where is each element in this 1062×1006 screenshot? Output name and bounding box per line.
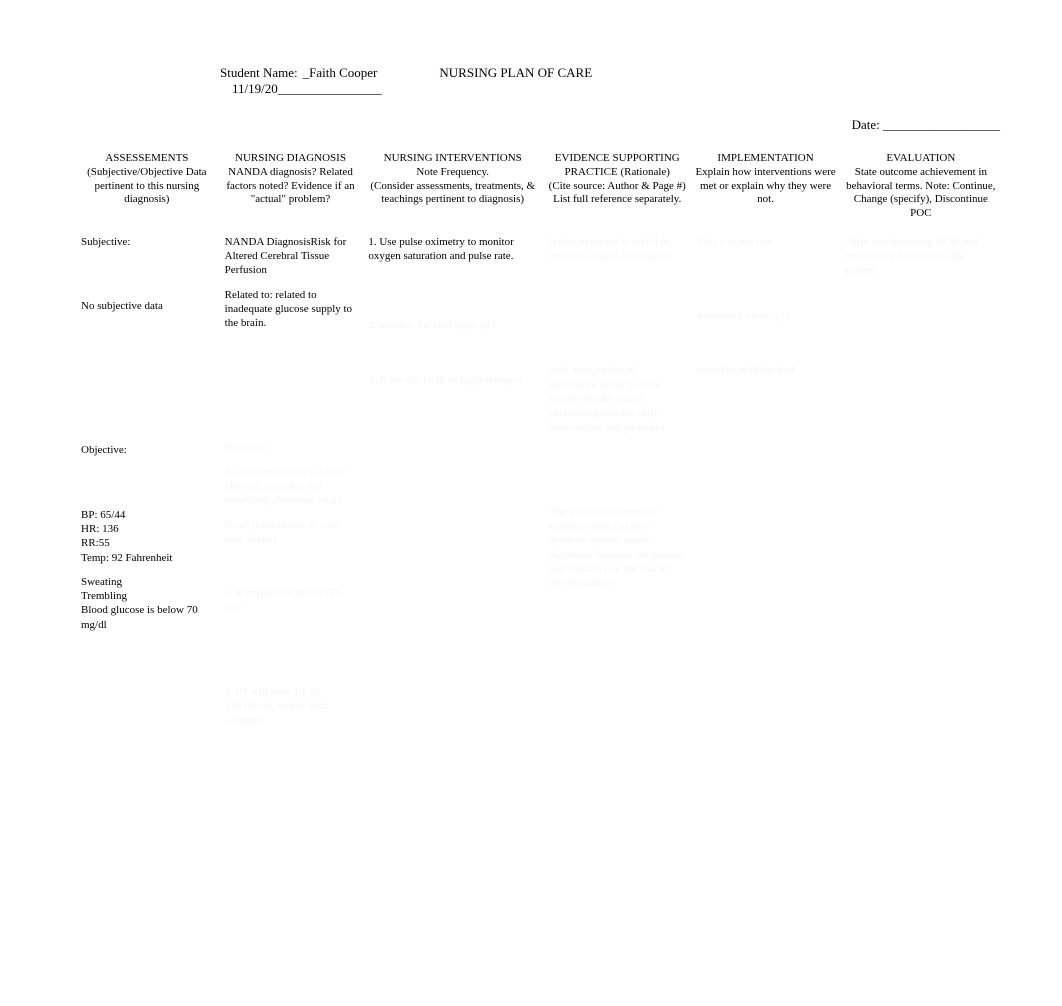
header-line-1: Student Name: _Faith Cooper NURSING PLAN… [0,65,1062,81]
vital-rr: RR:55 [81,536,213,550]
diagnosis-cell: NANDA DiagnosisRisk for Altered Cerebral… [219,231,363,796]
evidence-text-faded: As evidenced by low blood glucose, sweat… [225,465,357,508]
intervention-1: 1. Use pulse oximetry to monitor oxygen … [368,235,537,264]
col-header-interventions: NURSING INTERVENTIONS Note Frequency. (C… [362,148,543,231]
header-row: ASSESSEMENTS (Subjective/Objective Data … [75,148,1002,231]
header-date-text: 11/19/20________________ [232,81,1062,97]
evaluation-cell: After implementing HOB and monitoring fo… [840,231,1002,796]
document-title: NURSING PLAN OF CARE [439,65,592,81]
col-header-evidence-title: EVIDENCE SUPPORTING PRACTICE (Rationale) [547,152,687,180]
col-header-assessments-title: ASSESSEMENTS [79,152,215,166]
plan-table-container: ASSESSEMENTS (Subjective/Objective Data … [75,148,1002,796]
goal-1-faded: 1. normalize heart rate 60-100 [225,586,357,615]
assessments-cell: Subjective: No subjective data Objective… [75,231,219,796]
implementation-1-faded: This was not met [697,235,833,249]
col-header-evaluation: EVALUATION State outcome achievement in … [840,148,1002,231]
header-area: Student Name: _Faith Cooper NURSING PLAN… [0,0,1062,143]
evidence-2-faded: early recognition of inadequate blood gl… [549,363,685,434]
col-header-assessments: ASSESSEMENTS (Subjective/Objective Data … [75,148,219,231]
related-to: Related to: related to inadequate glucos… [225,288,357,331]
vital-bp: BP: 65/44 [81,508,213,522]
vital-temp: Temp: 92 Fahrenheit [81,551,213,565]
objective-label: Objective: [81,443,213,457]
col-header-evaluation-sub: State outcome achievement in behavioral … [844,166,998,221]
col-header-diagnosis: NURSING DIAGNOSIS NANDA diagnosis? Relat… [219,148,363,231]
plan-of-care-table: ASSESSEMENTS (Subjective/Objective Data … [75,148,1002,796]
col-header-evidence-sub: (Cite source: Author & Page #) List full… [547,180,687,208]
evidence-label-faded: Evidence: [225,441,357,455]
intervention-3-faded: 3. Raise the HOB to highest degree [368,373,537,387]
col-header-interventions-title: NURSING INTERVENTIONS [366,152,539,166]
col-header-implementation: IMPLEMENTATION Explain how interventions… [691,148,839,231]
col-header-interventions-sub2: (Consider assessments, treatments, & tea… [366,180,539,208]
goal-label-faded: Goal: (measurable & with time frame) [225,518,357,547]
col-header-implementation-title: IMPLEMENTATION [695,152,835,166]
col-header-diagnosis-title: NURSING DIAGNOSIS [223,152,359,166]
col-header-evidence: EVIDENCE SUPPORTING PRACTICE (Rationale)… [543,148,691,231]
implementation-3-faded: raised head of the bed [697,363,833,377]
goal-2-faded: 2. PT will have BP of 120/80+ by end of … [225,685,357,728]
date-label: Date: [852,117,880,132]
symptom-glucose: Blood glucose is below 70 mg/dl [81,603,213,632]
date-line: Date: __________________ [0,117,1000,133]
col-header-assessments-sub: (Subjective/Objective Data pertinent to … [79,166,215,207]
evidence-3-faded: These activities promote venous return a… [549,505,685,591]
evidence-cell: (pulse oximetry is useful to monitor oxy… [543,231,691,796]
nanda-diagnosis: NANDA DiagnosisRisk for Altered Cerebral… [225,235,357,278]
evidence-1-faded: (pulse oximetry is useful to monitor oxy… [549,235,685,264]
col-header-interventions-sub1: Note Frequency. [366,166,539,180]
content-row: Subjective: No subjective data Objective… [75,231,1002,796]
symptom-trembling: Trembling [81,589,213,603]
evaluation-1-faded: After implementing HOB and monitoring fo… [846,235,996,278]
date-blank: __________________ [883,117,1000,132]
implementation-2-faded: monitored vitals q 15 [697,309,833,323]
symptom-sweating: Sweating [81,575,213,589]
intervention-2-faded: 2. monitor for vital signs q15 [368,318,537,332]
student-name-value: _Faith Cooper [303,65,378,81]
implementation-cell: This was not met monitored vitals q 15 r… [691,231,839,796]
interventions-cell: 1. Use pulse oximetry to monitor oxygen … [362,231,543,796]
subjective-label: Subjective: [81,235,213,249]
col-header-implementation-sub: Explain how interventions were met or ex… [695,166,835,207]
col-header-evaluation-title: EVALUATION [844,152,998,166]
student-name-label: Student Name: [220,65,298,81]
subjective-data: No subjective data [81,299,213,313]
col-header-diagnosis-sub: NANDA diagnosis? Related factors noted? … [223,166,359,207]
vital-hr: HR: 136 [81,522,213,536]
